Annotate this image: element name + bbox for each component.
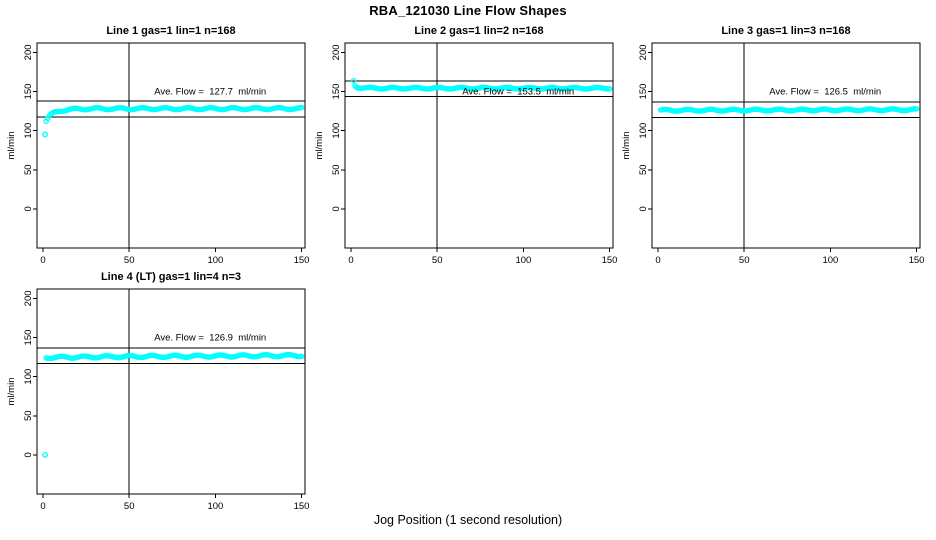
outlier-point	[42, 131, 49, 138]
plot-frame	[651, 42, 921, 249]
svg-text:50: 50	[638, 164, 649, 175]
y-axis: 0 50 100 150 200	[23, 290, 37, 458]
svg-text:150: 150	[331, 84, 342, 100]
svg-text:100: 100	[822, 255, 838, 266]
svg-text:150: 150	[638, 84, 649, 100]
subplot-title: Line 3 gas=1 lin=3 n=168	[721, 25, 850, 37]
x-axis: 0 50 100 150	[40, 248, 309, 266]
svg-text:0: 0	[655, 255, 660, 266]
subplot-1: Line 1 gas=1 lin=1 n=168 0 50 100 150 0 50 100 1…	[6, 25, 309, 266]
svg-text:150: 150	[294, 255, 310, 266]
plot-frame	[344, 42, 614, 249]
y-axis-label: ml/min	[6, 132, 17, 160]
ave-flow-annotation: Ave. Flow = 126.9 ml/min	[154, 333, 266, 344]
plot-frame	[36, 42, 306, 249]
svg-text:0: 0	[40, 255, 45, 266]
subplot-title: Line 4 (LT) gas=1 lin=4 n=3	[101, 271, 241, 283]
y-axis-label: ml/min	[314, 132, 325, 160]
subplot-title: Line 1 gas=1 lin=1 n=168	[106, 25, 235, 37]
svg-text:150: 150	[294, 501, 310, 512]
svg-text:50: 50	[124, 255, 135, 266]
svg-text:0: 0	[23, 452, 34, 457]
ave-flow-annotation: Ave. Flow = 126.5 ml/min	[769, 87, 881, 98]
page-title: RBA_121030 Line Flow Shapes	[369, 3, 567, 18]
svg-text:200: 200	[23, 44, 34, 60]
svg-text:0: 0	[331, 206, 342, 211]
subplot-3: Line 3 gas=1 lin=3 n=168 0 50 100 150 0 50 100 1…	[621, 25, 924, 266]
svg-text:0: 0	[638, 206, 649, 211]
points-series	[350, 77, 613, 92]
plot-frame	[36, 288, 306, 495]
outlier-point	[42, 451, 49, 458]
svg-text:100: 100	[331, 123, 342, 139]
svg-text:150: 150	[23, 330, 34, 346]
subplot-title: Line 2 gas=1 lin=2 n=168	[414, 25, 543, 37]
svg-text:50: 50	[739, 255, 750, 266]
svg-text:50: 50	[23, 164, 34, 175]
subplot-2: Line 2 gas=1 lin=2 n=168 0 50 100 150 0 50 100 1…	[314, 25, 617, 266]
svg-text:100: 100	[207, 501, 223, 512]
points-series	[42, 351, 305, 458]
svg-text:0: 0	[23, 206, 34, 211]
y-axis: 0 50 100 150 200	[638, 44, 652, 212]
svg-text:50: 50	[432, 255, 443, 266]
svg-text:150: 150	[602, 255, 618, 266]
svg-text:100: 100	[23, 369, 34, 385]
svg-text:200: 200	[23, 290, 34, 306]
svg-text:100: 100	[515, 255, 531, 266]
svg-text:100: 100	[207, 255, 223, 266]
ave-flow-annotation: Ave. Flow = 153.5 ml/min	[462, 87, 574, 98]
svg-text:50: 50	[124, 501, 135, 512]
svg-text:0: 0	[40, 501, 45, 512]
y-axis: 0 50 100 150 200	[23, 44, 37, 212]
y-axis: 0 50 100 150 200	[331, 44, 345, 212]
x-axis: 0 50 100 150	[655, 248, 924, 266]
svg-text:200: 200	[331, 44, 342, 60]
svg-text:100: 100	[23, 123, 34, 139]
x-axis: 0 50 100 150	[40, 494, 309, 512]
svg-text:100: 100	[638, 123, 649, 139]
y-axis-label: ml/min	[621, 132, 632, 160]
y-axis-label: ml/min	[6, 378, 17, 406]
svg-text:50: 50	[23, 410, 34, 421]
svg-text:150: 150	[909, 255, 925, 266]
x-axis: 0 50 100 150	[348, 248, 617, 266]
subplot-4: Line 4 (LT) gas=1 lin=4 n=3 0 50 100 150 0 50 1…	[6, 271, 309, 512]
points-series	[42, 104, 305, 138]
svg-text:200: 200	[638, 44, 649, 60]
shared-x-axis-label: Jog Position (1 second resolution)	[373, 513, 563, 527]
svg-text:50: 50	[331, 164, 342, 175]
svg-text:150: 150	[23, 84, 34, 100]
points-series	[657, 106, 920, 114]
svg-text:0: 0	[348, 255, 353, 266]
ave-flow-annotation: Ave. Flow = 127.7 ml/min	[154, 87, 266, 98]
